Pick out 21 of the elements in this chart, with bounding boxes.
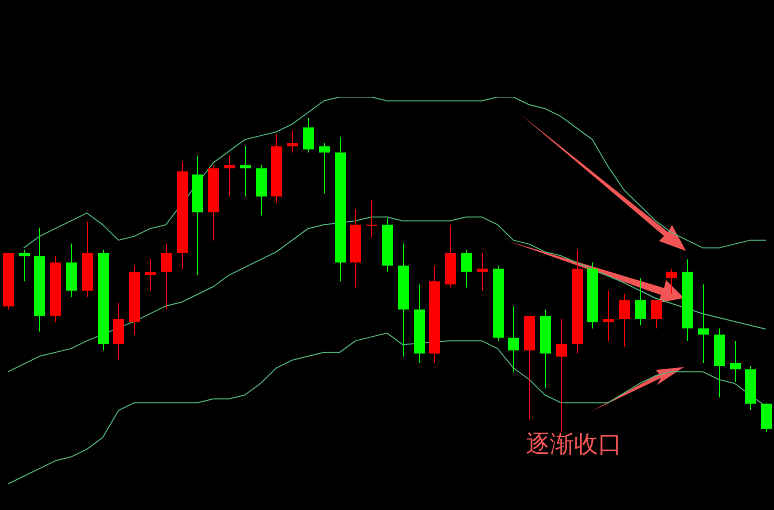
candlestick	[666, 268, 677, 294]
candlestick	[603, 290, 614, 342]
candlestick	[240, 146, 251, 197]
candlestick	[19, 249, 30, 282]
candlestick	[366, 199, 377, 238]
candlestick	[224, 155, 235, 197]
candlestick	[730, 340, 741, 382]
candlestick	[556, 318, 567, 432]
candlestick	[635, 278, 646, 326]
candlestick	[287, 130, 298, 154]
annotation: 逐渐收口	[526, 429, 622, 460]
candlestick	[145, 258, 156, 292]
candlestick	[698, 284, 709, 364]
candlestick	[161, 243, 172, 310]
candlestick	[619, 293, 630, 348]
candlestick	[461, 249, 472, 288]
candlestick	[319, 142, 330, 194]
candlestick	[303, 118, 314, 154]
candlestick	[477, 252, 488, 292]
candlestick	[651, 300, 662, 329]
candlestick	[508, 306, 519, 373]
